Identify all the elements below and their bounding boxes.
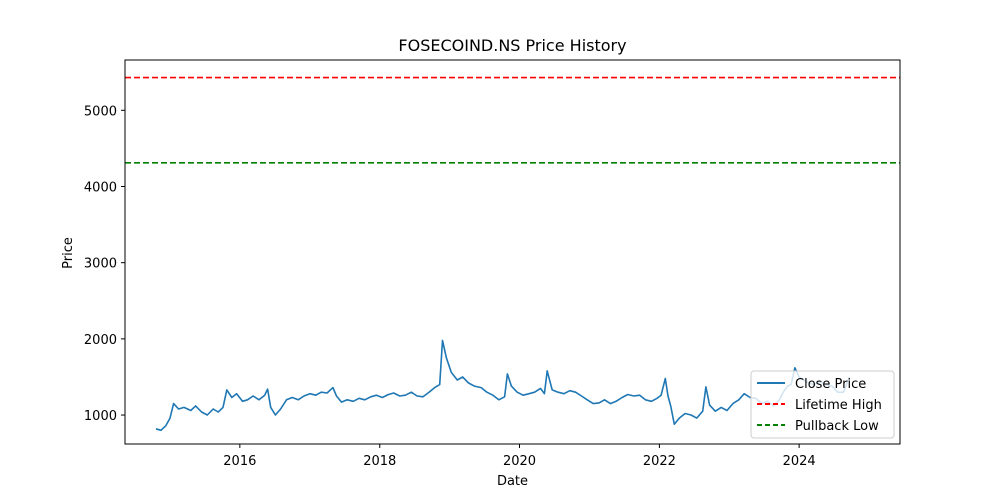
legend-label-lifetime-high: Lifetime High	[795, 398, 882, 413]
x-tick-label: 2018	[363, 454, 396, 469]
y-tick-label: 5000	[84, 104, 117, 119]
y-tick-label: 2000	[84, 333, 117, 348]
y-axis-label: Price	[61, 237, 76, 269]
reference-lines	[125, 76, 900, 164]
y-tick-label: 4000	[84, 180, 117, 195]
y-tick-label: 1000	[84, 409, 117, 424]
legend-box	[750, 370, 895, 439]
y-tick-label: 3000	[84, 257, 117, 272]
y-axis-ticks: 1000 2000 3000 4000 5000	[84, 104, 125, 424]
legend-label-close-price: Close Price	[795, 377, 866, 392]
close-price-line	[155, 339, 851, 432]
x-tick-label: 2016	[223, 454, 256, 469]
x-axis-ticks: 2016 2018 2020 2022 2024	[223, 444, 816, 469]
x-tick-label: 2022	[643, 454, 676, 469]
axes-frame	[124, 59, 901, 445]
legend-label-pullback-low: Pullback Low	[795, 419, 879, 434]
plot-area	[125, 76, 900, 432]
x-axis-label: Date	[497, 474, 528, 489]
x-tick-label: 2020	[503, 454, 536, 469]
x-tick-label: 2024	[783, 454, 816, 469]
chart-title: FOSECOIND.NS Price History	[398, 36, 626, 55]
legend: Close Price Lifetime High Pullback Low	[750, 370, 895, 439]
